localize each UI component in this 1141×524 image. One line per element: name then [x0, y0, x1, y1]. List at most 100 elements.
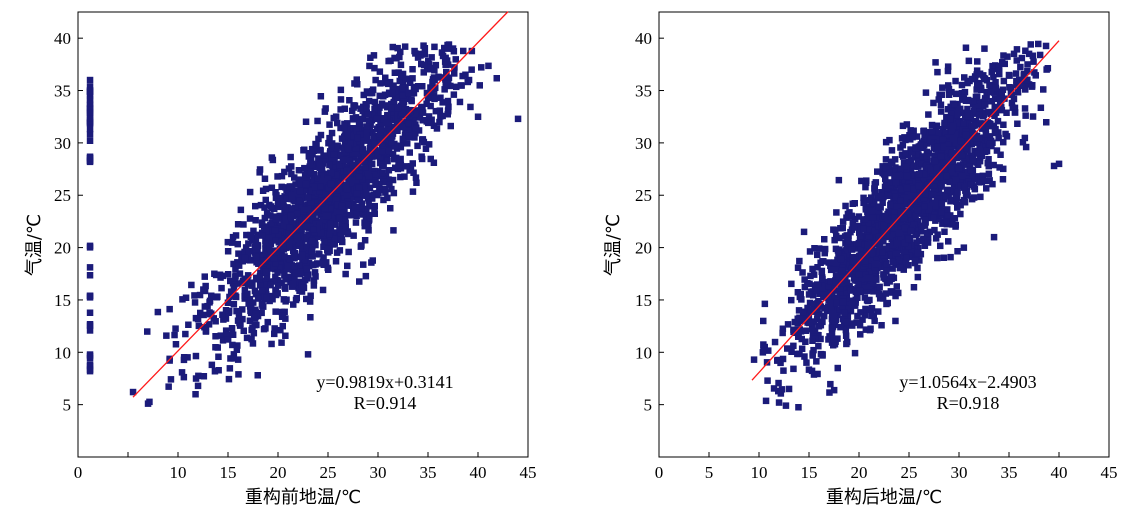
scatter-point — [833, 299, 840, 307]
scatter-point — [363, 132, 370, 139]
scatter-point — [961, 144, 969, 152]
scatter-point — [388, 104, 396, 112]
scatter-point — [311, 269, 319, 276]
scatter-point — [920, 142, 928, 149]
scatter-point — [878, 189, 885, 196]
scatter-point — [86, 242, 94, 250]
scatter-point — [394, 94, 401, 102]
scatter-point — [832, 272, 840, 280]
scatter-point — [955, 165, 963, 172]
scatter-point — [888, 289, 896, 296]
scatter-point — [275, 231, 282, 238]
scatter-point — [371, 98, 379, 106]
scatter-point — [366, 203, 373, 210]
scatter-point — [784, 321, 792, 328]
scatter-point — [409, 66, 416, 73]
scatter-point — [468, 66, 475, 73]
scatter-point — [397, 173, 404, 181]
scatter-point — [950, 135, 957, 142]
scatter-point — [841, 313, 848, 321]
scatter-point — [953, 104, 961, 111]
scatter-point — [788, 296, 795, 304]
scatter-point — [927, 167, 935, 174]
scatter-point — [974, 150, 981, 157]
scatter-point — [961, 88, 969, 96]
scatter-point — [911, 192, 918, 199]
scatter-point — [355, 173, 363, 180]
scatter-point — [984, 137, 991, 144]
scatter-point — [360, 91, 367, 99]
scatter-point — [837, 285, 844, 292]
scatter-point — [831, 236, 838, 244]
scatter-point — [272, 273, 279, 280]
scatter-point — [308, 204, 316, 211]
scatter-point — [943, 114, 950, 121]
scatter-point — [888, 147, 896, 154]
scatter-point — [907, 227, 915, 235]
scatter-point — [337, 106, 344, 113]
scatter-point — [931, 186, 939, 193]
scatter-point — [836, 246, 843, 253]
scatter-point — [390, 189, 398, 197]
scatter-point — [901, 239, 909, 247]
scatter-point — [298, 222, 306, 229]
scatter-point — [934, 135, 942, 142]
scatter-point — [421, 45, 429, 52]
scatter-point — [1022, 143, 1030, 151]
y-axis-label: 气温/℃ — [603, 214, 624, 276]
scatter-point — [991, 89, 998, 96]
scatter-point — [420, 69, 427, 76]
scatter-point — [406, 167, 413, 174]
scatter-point — [860, 265, 867, 273]
scatter-point — [945, 238, 952, 245]
scatter-point — [796, 314, 803, 321]
scatter-point — [352, 114, 360, 121]
scatter-point — [304, 351, 312, 358]
scatter-point — [970, 107, 978, 114]
scatter-point — [235, 371, 242, 378]
scatter-point — [828, 266, 835, 273]
scatter-point — [242, 244, 250, 251]
scatter-point — [1022, 47, 1029, 54]
scatter-point — [828, 304, 835, 311]
scatter-point — [86, 115, 94, 122]
scatter-point — [918, 160, 925, 167]
scatter-point — [279, 267, 287, 274]
scatter-point — [450, 48, 458, 55]
scatter-point — [298, 252, 306, 259]
scatter-point — [851, 241, 858, 248]
scatter-point — [999, 58, 1006, 66]
scatter-point — [376, 186, 383, 193]
scatter-point — [389, 176, 397, 184]
scatter-point — [300, 187, 308, 194]
scatter-point — [179, 296, 186, 303]
scatter-point — [271, 325, 278, 332]
scatter-point — [886, 136, 893, 144]
scatter-point — [383, 119, 390, 127]
scatter-point — [441, 86, 448, 93]
scatter-point — [215, 353, 222, 360]
scatter-point — [935, 215, 942, 223]
scatter-point — [254, 231, 262, 239]
scatter-point — [849, 297, 856, 304]
scatter-point — [788, 348, 795, 355]
scatter-point — [432, 61, 440, 69]
scatter-point — [313, 141, 320, 149]
scatter-point — [344, 262, 351, 270]
scatter-point — [990, 233, 998, 241]
scatter-point — [902, 257, 910, 265]
scatter-point — [321, 238, 328, 245]
scatter-point — [882, 165, 890, 172]
x-tick-label: 10 — [170, 463, 187, 482]
scatter-point — [234, 356, 242, 363]
scatter-point — [341, 105, 348, 112]
scatter-point — [788, 280, 795, 288]
scatter-point — [856, 229, 863, 236]
scatter-point — [952, 140, 960, 147]
scatter-point — [924, 181, 931, 188]
scatter-point — [353, 128, 360, 135]
x-tick-label: 40 — [470, 463, 487, 482]
scatter-point — [339, 144, 347, 151]
scatter-point — [436, 107, 444, 114]
scatter-point — [887, 274, 895, 281]
